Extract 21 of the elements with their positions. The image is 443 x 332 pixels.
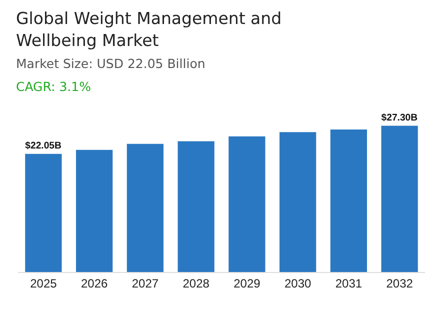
bar <box>381 126 418 272</box>
x-tick-label: 2029 <box>234 276 261 290</box>
x-tick-label: 2027 <box>132 276 159 290</box>
bar <box>76 150 113 272</box>
bar <box>178 141 214 272</box>
x-tick-label: 2030 <box>284 276 312 290</box>
x-tick-label: 2031 <box>335 276 362 290</box>
data-label: $27.30B <box>381 112 418 124</box>
data-label: $22.05B <box>25 140 62 152</box>
bar <box>280 132 316 272</box>
bar <box>228 136 266 272</box>
bar <box>25 154 62 272</box>
x-tick-label: 2032 <box>386 276 414 290</box>
x-tick-label: 2028 <box>182 276 210 290</box>
chart-title: Global Weight Management and Wellbeing Market <box>16 8 283 52</box>
text: CAGR: 3.1% <box>16 79 91 94</box>
x-tick-label: 2026 <box>80 276 108 290</box>
chart-subtitle: Market Size: USD 22.05 Billion <box>16 56 206 71</box>
bar <box>330 129 367 272</box>
bar <box>126 144 164 272</box>
x-tick-label: 2025 <box>30 276 58 290</box>
